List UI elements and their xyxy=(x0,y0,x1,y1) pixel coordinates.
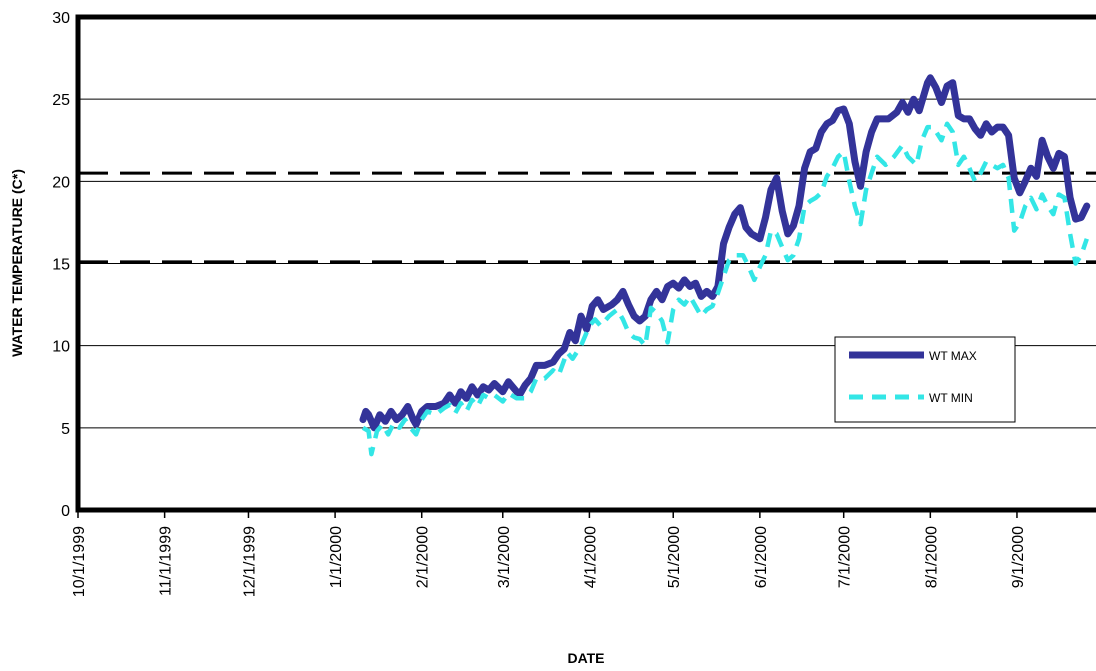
reference-lines xyxy=(78,171,1096,264)
x-tick-label: 8/1/2000 xyxy=(923,526,940,588)
series-line-wt-min xyxy=(361,121,1089,457)
x-tick-label: 7/1/2000 xyxy=(837,526,854,588)
series-lines xyxy=(359,74,1091,457)
x-tick-label: 9/1/2000 xyxy=(1010,526,1027,588)
y-tick-label: 30 xyxy=(52,10,70,27)
plot-frame xyxy=(75,14,1096,513)
x-tick-label: 11/1/1999 xyxy=(158,526,175,596)
x-tick-label: 5/1/2000 xyxy=(666,526,683,588)
y-tick-label: 5 xyxy=(61,421,70,438)
legend: WT MAX WT MIN xyxy=(834,336,1016,423)
plot-border xyxy=(75,14,1096,513)
y-tick-label: 25 xyxy=(52,92,70,109)
x-tick-label: 3/1/2000 xyxy=(496,526,513,588)
series-line-wt-max xyxy=(359,74,1091,432)
legend-label-wt-min: WT MIN xyxy=(929,391,973,405)
y-axis-title: WATER TEMPERATURE (C*) xyxy=(9,169,25,357)
y-tick-label: 10 xyxy=(52,339,70,356)
x-tick-label: 10/1/1999 xyxy=(71,526,88,597)
x-tick-label: 6/1/2000 xyxy=(753,526,770,588)
x-tick-label: 12/1/1999 xyxy=(242,526,259,597)
legend-label-wt-max: WT MAX xyxy=(929,349,977,363)
x-tick-label: 2/1/2000 xyxy=(415,526,432,588)
y-tick-labels: 0 5 10 15 20 25 30 xyxy=(52,10,70,520)
y-tick-label: 15 xyxy=(52,257,70,274)
gridlines xyxy=(78,98,1096,429)
y-tick-label: 20 xyxy=(52,174,70,191)
y-tick-label: 0 xyxy=(61,503,70,520)
x-tick-label: 4/1/2000 xyxy=(582,526,599,588)
x-axis-title: DATE xyxy=(567,650,604,666)
legend-box xyxy=(834,336,1016,423)
x-tick-labels: 10/1/1999 11/1/1999 12/1/1999 1/1/2000 2/1/2… xyxy=(71,510,1027,597)
x-tick-label: 1/1/2000 xyxy=(328,526,345,588)
